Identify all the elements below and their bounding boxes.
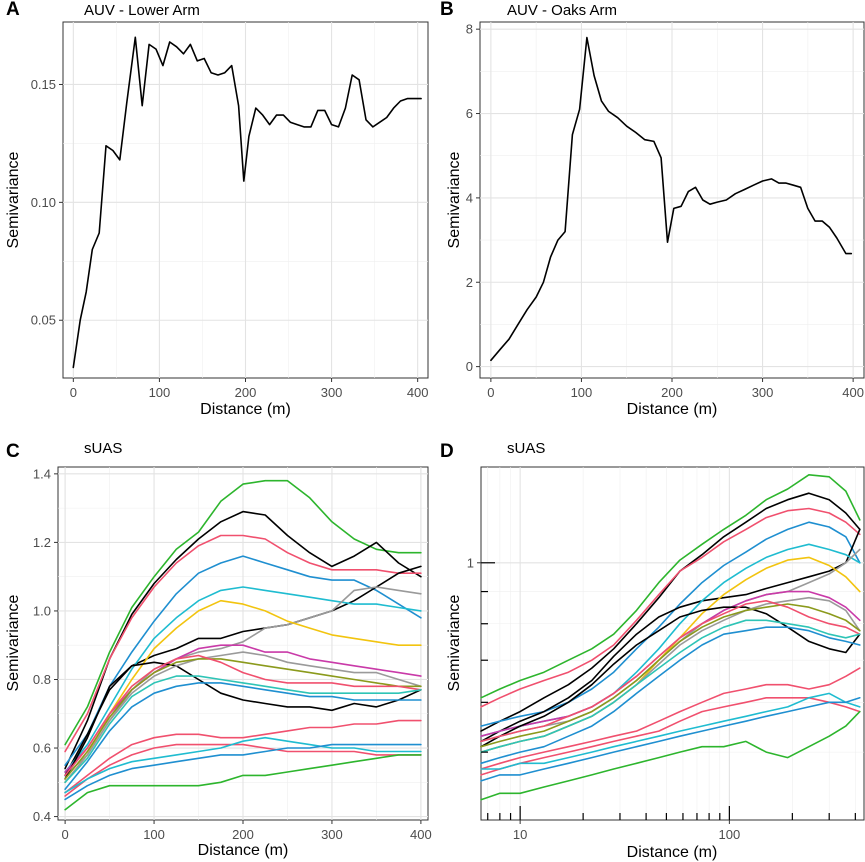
panel-d-series-black-low xyxy=(480,606,861,748)
panel-c-xtick-label: 200 xyxy=(232,827,254,842)
panel-d-ylabel: Semivariance xyxy=(446,594,463,691)
panel-c-xtick-label: 300 xyxy=(321,827,343,842)
panel-b-series-auv-oaks-arm xyxy=(490,36,853,362)
panel-c-series-pink-lower xyxy=(64,743,422,797)
panel-c-series-pink-high xyxy=(64,534,422,753)
panel-c-axes: 0 100 200 300 400 0.4 0.6 0.8 1.0 1.2 1.4 xyxy=(33,466,432,842)
panel-c-xlabel: Distance (m) xyxy=(198,842,289,859)
panel-c-ytick-label: 0.4 xyxy=(33,809,51,824)
panel-c-series-gray-mid xyxy=(64,651,422,784)
panel-d-series-green-top xyxy=(480,473,861,699)
panel-c-grid xyxy=(58,467,428,820)
panel-d-xlabel: Distance (m) xyxy=(627,844,718,861)
panel-c-series-olive xyxy=(64,658,422,780)
panel-b-xtick-label: 0 xyxy=(487,385,494,400)
panel-a-ytick-label: 0.05 xyxy=(31,313,56,328)
panel-d-title: sUAS xyxy=(507,440,545,457)
panel-b-ytick-label: 8 xyxy=(466,22,473,37)
panel-c-xtick-label: 400 xyxy=(410,827,432,842)
panel-c: C sUAS 0 100 200 300 400 0.4 0.6 0.8 1.0 1.2 1.4 D… xyxy=(5,440,432,859)
panel-a-lines xyxy=(72,36,422,369)
panel-c-series-black-high xyxy=(64,510,422,770)
panel-c-series-blue-low xyxy=(64,743,422,801)
panel-a-xtick-label: 300 xyxy=(321,385,343,400)
panel-c-series-teal-high xyxy=(64,586,422,773)
panel-b-ylabel: Semivariance xyxy=(446,151,463,248)
panel-c-ylabel: Semivariance xyxy=(5,594,22,691)
panel-b-xtick-label: 300 xyxy=(752,385,774,400)
panel-c-series-green-low xyxy=(64,754,422,811)
panel-b: B AUV - Oaks Arm 0 100 200 300 400 0 2 4 6 8 Dist… xyxy=(440,0,865,418)
panel-a-ytick-label: 0.10 xyxy=(31,195,56,210)
panel-a-ylabel: Semivariance xyxy=(5,151,22,248)
panel-c-ytick-label: 0.6 xyxy=(33,741,51,756)
panel-b-xlabel: Distance (m) xyxy=(627,401,718,418)
panel-c-series-blue-high xyxy=(64,555,422,767)
panel-b-ytick-label: 2 xyxy=(466,275,473,290)
panel-c-series-teal-low xyxy=(64,736,422,794)
panel-d-series-blue-mid xyxy=(480,626,861,765)
panel-d: D sUAS 10 100 1 Distance (m) Semivariance xyxy=(440,440,865,861)
panel-c-series-black-rising xyxy=(64,565,422,777)
panel-b-grid xyxy=(480,22,864,378)
panel-a-xlabel: Distance (m) xyxy=(200,401,291,418)
panel-c-series-teal-mid xyxy=(64,675,422,784)
panel-a: A AUV - Lower Arm 0 100 200 300 4000.050.100… xyxy=(5,0,429,418)
panel-label-b: B xyxy=(440,0,454,20)
panel-a-grid xyxy=(63,22,428,378)
panel-d-series-teal-mid xyxy=(480,619,861,753)
panel-b-ytick-label: 4 xyxy=(466,190,473,205)
panel-b-lines xyxy=(490,36,853,362)
panel-a-xtick-label: 200 xyxy=(235,385,257,400)
panel-a-xtick-label: 400 xyxy=(407,385,429,400)
panel-c-title: sUAS xyxy=(84,440,122,457)
panel-b-xtick-label: 100 xyxy=(571,385,593,400)
panel-c-xtick-label: 100 xyxy=(143,827,165,842)
panel-d-series-pink-mid xyxy=(480,599,861,743)
panel-a-xtick-label: 0 xyxy=(70,385,77,400)
panel-c-series-pink-low xyxy=(64,719,422,794)
panel-d-axes: 10 100 1 xyxy=(467,555,856,842)
panel-c-lines xyxy=(64,479,422,811)
panel-a-xtick-label: 100 xyxy=(149,385,171,400)
panel-c-series-pink-mid xyxy=(64,654,422,777)
panel-c-series-blue-mid xyxy=(64,682,422,791)
panel-c-series-black-low xyxy=(64,661,422,780)
panel-d-xtick-label: 10 xyxy=(513,827,527,842)
panel-c-ytick-label: 1.0 xyxy=(33,603,51,618)
panel-c-ytick-label: 0.8 xyxy=(33,672,51,687)
panel-b-xtick-label: 200 xyxy=(661,385,683,400)
panel-a-title: AUV - Lower Arm xyxy=(84,2,200,19)
panel-b-xtick-label: 400 xyxy=(842,385,864,400)
panel-c-xtick-label: 0 xyxy=(61,827,68,842)
panel-d-series-teal-low xyxy=(480,692,861,770)
panel-c-ytick-label: 1.4 xyxy=(33,466,51,481)
panel-d-ytick-label: 1 xyxy=(467,555,474,570)
panel-a-ytick-label: 0.15 xyxy=(31,77,56,92)
panel-d-lines xyxy=(480,473,861,801)
panel-label-c: C xyxy=(6,441,20,462)
panel-label-d: D xyxy=(440,441,454,462)
panel-d-series-blue-low xyxy=(480,696,861,782)
panel-b-title: AUV - Oaks Arm xyxy=(507,2,617,19)
panel-a-series-auv-lower-arm xyxy=(72,36,422,369)
panel-d-series-green-low xyxy=(480,710,861,801)
panel-c-series-yellow xyxy=(64,599,422,784)
panel-c-series-green-top xyxy=(64,479,422,746)
panel-b-ytick-label: 6 xyxy=(466,106,473,121)
panel-d-series-pink-high xyxy=(480,507,861,708)
panel-c-ytick-label: 1.2 xyxy=(33,535,51,550)
panel-d-series-pink-low xyxy=(480,667,861,770)
panel-d-grid xyxy=(481,467,864,820)
panel-b-axes: 0 100 200 300 400 0 2 4 6 8 xyxy=(466,22,864,400)
panel-b-ytick-label: 0 xyxy=(466,359,473,374)
panel-d-series-black-rising xyxy=(480,528,861,743)
panel-d-xtick-label: 100 xyxy=(719,827,741,842)
panel-label-a: A xyxy=(6,0,20,20)
panel-d-series-olive xyxy=(480,603,861,748)
panel-a-axes: 0 100 200 300 400 0.05 0.10 0.15 xyxy=(31,77,429,400)
